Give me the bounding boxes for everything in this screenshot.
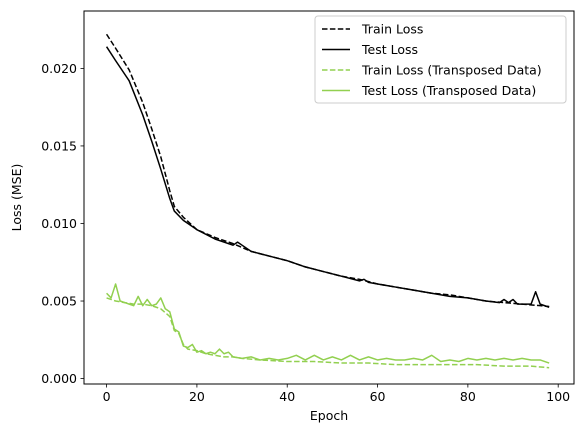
y-tick-label: 0.010 [41,216,77,231]
plot-lines [105,33,550,369]
x-tick-label: 60 [370,389,386,404]
series-line-4 [106,283,550,364]
legend-label: Train Loss [361,22,423,37]
x-tick-label: 40 [279,389,295,404]
legend-label: Train Loss (Transposed Data) [361,63,542,78]
x-tick-label: 100 [546,389,570,404]
y-tick-label: 0.005 [41,294,77,309]
series-line-3 [106,297,550,369]
legend-label: Test Loss [361,42,418,57]
legend-label: Test Loss (Transposed Data) [361,83,536,98]
x-axis-ticks: 0 20 40 60 80 100 [103,384,570,404]
x-tick-label: 20 [189,389,205,404]
x-axis-label: Epoch [310,408,348,423]
series-line-2 [105,46,550,308]
y-axis-ticks: 0.000 0.005 0.010 0.015 0.020 [41,61,84,386]
x-tick-label: 80 [460,389,476,404]
y-tick-label: 0.000 [41,371,77,386]
x-tick-label: 0 [103,389,111,404]
legend-items: Train Loss Test Loss Train Loss (Transpose… [322,22,542,98]
y-tick-label: 0.015 [41,138,77,153]
y-axis-label: Loss (MSE) [9,164,24,232]
plot-frame [83,10,575,385]
legend-box [314,15,567,104]
legend: Train Loss Test Loss Train Loss (Transpose… [314,15,567,104]
y-tick-label: 0.020 [41,61,77,76]
